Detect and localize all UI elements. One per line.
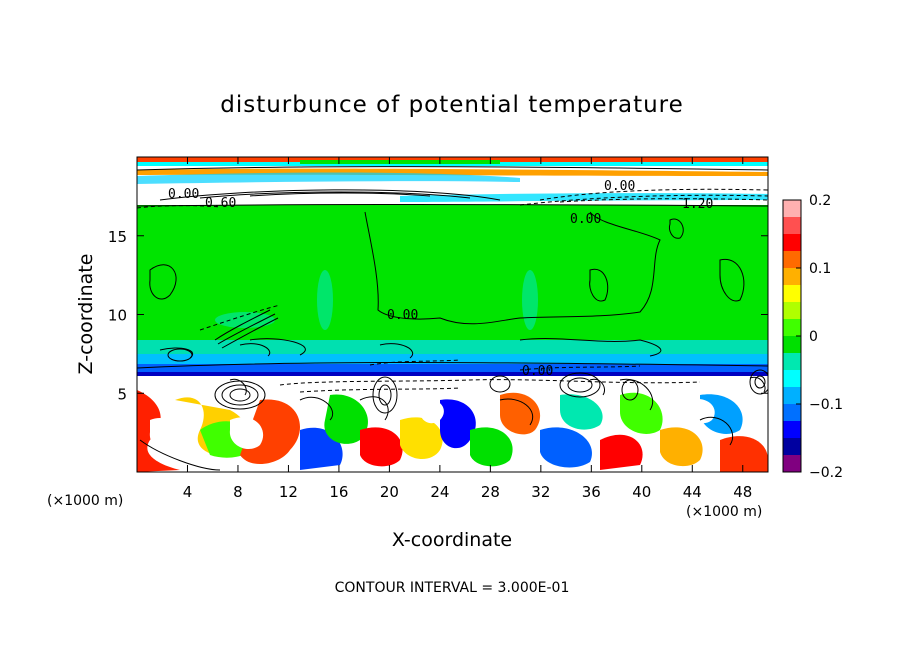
x-tick-label: 44 <box>683 483 702 501</box>
x-tick-label: 32 <box>531 483 550 501</box>
colorbar-swatch <box>783 268 801 286</box>
x-unit-left: (×1000 m) <box>47 493 123 509</box>
x-tick-label: 40 <box>632 483 651 501</box>
x-tick-label: 24 <box>430 483 449 501</box>
colorbar-swatch <box>783 319 801 337</box>
contour-interval-note: CONTOUR INTERVAL = 3.000E-01 <box>335 580 570 596</box>
plot-area: 0.00 0.60 0.00 0.00 1.20 0.00 0.00 <box>137 157 768 472</box>
contour-label: 1.20 <box>682 197 713 212</box>
colorbar-swatch <box>783 234 801 252</box>
contour-label: 0.00 <box>522 364 553 379</box>
x-tick-label: 16 <box>329 483 348 501</box>
x-tick-label: 12 <box>279 483 298 501</box>
x-tick-label: 36 <box>582 483 601 501</box>
colorbar-tick-label: 0.1 <box>809 261 831 277</box>
colorbar-swatch <box>783 217 801 235</box>
contour-label: 0.00 <box>387 308 418 323</box>
chart-title: disturbunce of potential temperature <box>220 92 684 118</box>
colorbar-swatch <box>783 438 801 456</box>
y-tick-label: 10 <box>108 307 127 325</box>
x-axis-label: X-coordinate <box>392 529 512 551</box>
contour-label: 0.00 <box>168 187 199 202</box>
colorbar-swatch <box>783 404 801 422</box>
x-tick-label: 28 <box>481 483 500 501</box>
colorbar-tick-label: 0.2 <box>809 193 831 209</box>
y-tick-label: 5 <box>117 385 127 403</box>
y-tick-label: 15 <box>108 228 127 246</box>
x-tick-label: 48 <box>733 483 752 501</box>
contour-label: 0.00 <box>570 212 601 227</box>
y-axis-label: Z-coordinate <box>75 254 97 375</box>
contour-label: 0.00 <box>604 179 635 194</box>
colorbar-swatch <box>783 251 801 269</box>
colorbar-swatch <box>783 285 801 303</box>
colorbar-swatch <box>783 200 801 218</box>
colorbar-swatch <box>783 353 801 371</box>
x-tick-label: 8 <box>233 483 243 501</box>
colorbar-swatch <box>783 302 801 320</box>
colorbar-tick-label: −0.1 <box>809 397 843 413</box>
x-tick-label: 4 <box>183 483 193 501</box>
colorbar-swatch <box>783 455 801 473</box>
colorbar-swatch <box>783 421 801 439</box>
colorbar: 0.2 0.1 0 −0.1 −0.2 <box>782 193 843 481</box>
colorbar-swatch <box>783 387 801 405</box>
x-unit-right: (×1000 m) <box>686 504 762 520</box>
colorbar-tick-label: −0.2 <box>809 465 843 481</box>
x-axis: 4 8 12 16 20 24 28 32 36 40 44 48 <box>183 157 752 501</box>
contour-label: 0.60 <box>205 196 236 211</box>
colorbar-tick-label: 0 <box>809 329 818 345</box>
contour-labels: 0.00 0.60 0.00 0.00 1.20 0.00 0.00 <box>168 179 713 379</box>
y-axis: 5 10 15 <box>108 228 768 403</box>
colorbar-swatch <box>783 336 801 354</box>
x-tick-label: 20 <box>380 483 399 501</box>
colorbar-swatch <box>783 370 801 388</box>
